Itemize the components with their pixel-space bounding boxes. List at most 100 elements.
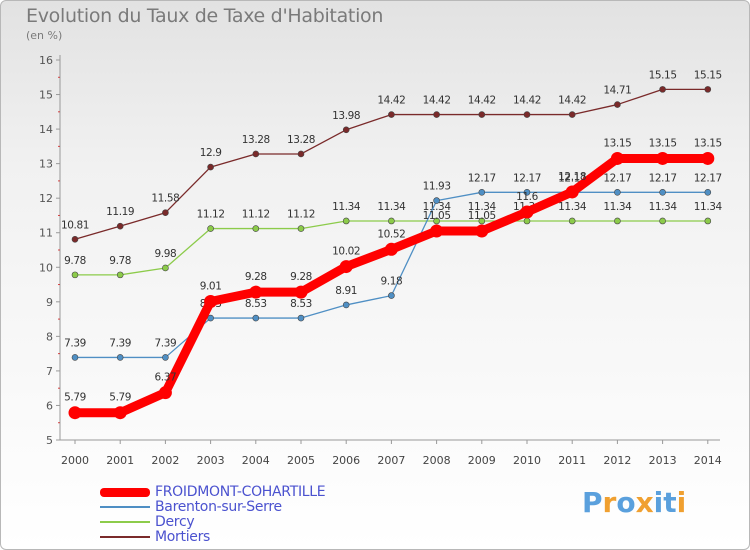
x-tick-label: 2008 <box>423 454 451 467</box>
data-label-dercy: 11.12 <box>242 209 270 221</box>
data-point-barenton-sur-serre <box>704 189 712 196</box>
x-tick-label: 2001 <box>106 454 134 467</box>
data-label-mortiers: 11.19 <box>106 206 134 218</box>
data-point-dercy <box>614 217 621 225</box>
x-tick-label: 2014 <box>694 454 722 467</box>
data-point-barenton-sur-serre <box>71 354 79 361</box>
data-label-froidmont-cohartille: 11.05 <box>423 210 451 222</box>
data-label-froidmont-cohartille: 5.79 <box>109 392 131 404</box>
y-tick-label: 6 <box>46 399 53 412</box>
data-label-dercy: 11.34 <box>468 201 497 213</box>
x-tick-label: 2002 <box>151 454 179 467</box>
data-label-mortiers: 14.42 <box>513 95 541 107</box>
data-label-mortiers: 15.15 <box>649 69 677 81</box>
data-point-mortiers <box>71 235 79 243</box>
data-point-froidmont-cohartille <box>565 185 579 199</box>
data-point-froidmont-cohartille <box>475 224 489 238</box>
legend-item: FROIDMONT-COHARTILLE <box>100 484 440 500</box>
logo-letter: r <box>602 486 617 519</box>
legend-item: Barenton-sur-Serre <box>100 499 440 515</box>
legend-label: Dercy <box>155 514 195 530</box>
data-point-dercy <box>342 217 350 225</box>
data-point-dercy <box>659 217 666 225</box>
y-tick-label: 11 <box>39 227 53 240</box>
data-point-mortiers <box>433 111 440 118</box>
data-point-barenton-sur-serre <box>388 292 395 299</box>
data-point-froidmont-cohartille <box>430 224 444 238</box>
y-tick-label: 10 <box>39 261 53 274</box>
logo-letter: t <box>663 486 677 519</box>
data-label-froidmont-cohartille: 11.6 <box>516 191 538 203</box>
data-point-froidmont-cohartille <box>384 242 398 256</box>
data-label-froidmont-cohartille: 6.37 <box>155 372 177 384</box>
data-label-barenton-sur-serre: 8.53 <box>245 298 267 310</box>
data-label-dercy: 11.34 <box>332 201 361 213</box>
data-point-barenton-sur-serre <box>207 314 214 322</box>
data-point-mortiers <box>704 86 712 93</box>
x-tick-label: 2013 <box>649 454 677 467</box>
data-point-barenton-sur-serre <box>342 301 350 309</box>
data-label-mortiers: 13.28 <box>287 134 315 146</box>
data-label-barenton-sur-serre: 8.91 <box>335 285 357 297</box>
data-label-mortiers: 10.81 <box>61 219 89 231</box>
data-label-barenton-sur-serre: 7.39 <box>64 337 86 349</box>
legend-swatch <box>100 536 150 538</box>
data-label-barenton-sur-serre: 12.17 <box>603 172 631 184</box>
data-point-froidmont-cohartille <box>339 260 353 274</box>
data-point-dercy <box>162 264 169 272</box>
y-tick-label: 16 <box>39 54 53 67</box>
data-point-barenton-sur-serre <box>659 189 666 196</box>
data-point-dercy <box>478 217 486 225</box>
y-tick-label: 14 <box>39 123 53 136</box>
data-point-barenton-sur-serre <box>478 189 486 196</box>
data-point-mortiers <box>207 163 214 171</box>
data-label-froidmont-cohartille: 13.15 <box>603 137 631 149</box>
data-point-froidmont-cohartille <box>520 205 534 219</box>
data-label-froidmont-cohartille: 5.79 <box>64 392 86 404</box>
data-point-mortiers <box>659 86 666 93</box>
data-point-froidmont-cohartille <box>249 285 263 299</box>
data-label-dercy: 11.12 <box>197 209 225 221</box>
data-point-froidmont-cohartille <box>204 294 218 308</box>
x-tick-label: 2011 <box>558 454 586 467</box>
data-label-dercy: 11.34 <box>423 201 452 213</box>
data-label-froidmont-cohartille: 10.52 <box>377 228 405 240</box>
data-point-froidmont-cohartille <box>294 285 308 299</box>
data-point-dercy <box>207 225 214 232</box>
data-label-mortiers: 11.58 <box>151 193 179 205</box>
data-point-barenton-sur-serre <box>116 354 124 361</box>
data-point-mortiers <box>297 150 305 158</box>
data-point-mortiers <box>252 150 260 158</box>
legend-swatch <box>100 506 150 508</box>
data-point-mortiers <box>388 111 395 118</box>
data-label-dercy: 11.34 <box>377 201 406 213</box>
data-label-dercy: 11.34 <box>694 201 723 213</box>
chart-subtitle: (en %) <box>26 29 63 42</box>
logo-letter: x <box>635 486 654 519</box>
data-point-froidmont-cohartille <box>68 406 82 420</box>
data-point-froidmont-cohartille <box>656 151 670 165</box>
data-label-mortiers: 14.42 <box>423 95 451 107</box>
data-label-barenton-sur-serre: 7.39 <box>109 337 131 349</box>
legend-swatch <box>100 521 150 523</box>
legend-label: Mortiers <box>155 529 211 545</box>
y-tick-label: 5 <box>46 434 53 447</box>
data-point-dercy <box>71 271 79 279</box>
data-point-dercy <box>252 225 260 232</box>
data-label-dercy: 11.12 <box>287 209 315 221</box>
data-label-barenton-sur-serre: 12.17 <box>649 172 677 184</box>
data-point-barenton-sur-serre <box>297 314 305 322</box>
x-tick-label: 2004 <box>242 454 270 467</box>
data-point-mortiers <box>342 126 350 134</box>
data-label-dercy: 9.78 <box>109 255 131 267</box>
data-label-barenton-sur-serre: 9.18 <box>381 276 403 288</box>
logo-letter: i <box>653 486 664 519</box>
logo-letter: i <box>676 486 687 519</box>
y-tick-label: 9 <box>46 296 53 309</box>
y-tick-label: 13 <box>39 158 53 171</box>
data-point-froidmont-cohartille <box>610 151 624 165</box>
y-tick-label: 8 <box>46 330 53 343</box>
data-label-froidmont-cohartille: 13.15 <box>694 137 722 149</box>
x-tick-label: 2006 <box>332 454 360 467</box>
